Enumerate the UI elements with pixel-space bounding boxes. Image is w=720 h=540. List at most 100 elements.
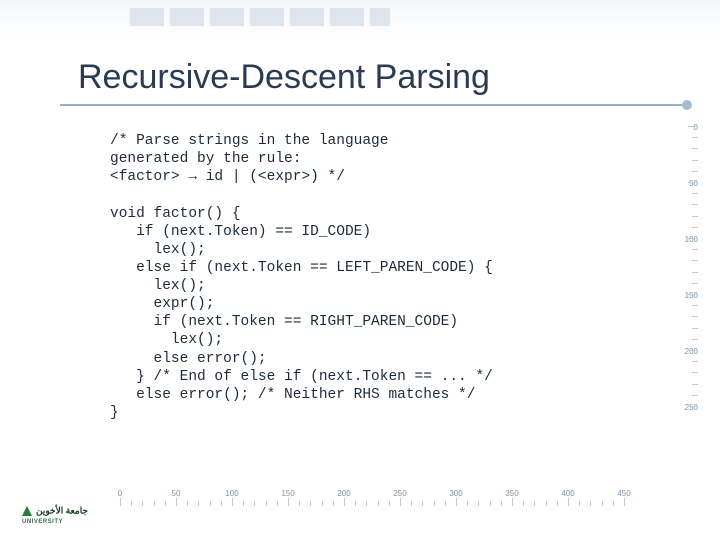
vruler-major-tick — [688, 294, 698, 295]
hruler-minor-tick — [534, 501, 535, 506]
vruler-minor-tick — [692, 193, 698, 194]
hruler-minor-tick — [411, 501, 412, 506]
hruler-minor-tick — [523, 501, 524, 506]
hruler-minor-tick — [490, 501, 491, 506]
hruler-minor-tick — [389, 501, 390, 506]
vruler-label: 200 — [685, 347, 698, 356]
vruler-label: 250 — [685, 403, 698, 412]
vruler-major-tick — [688, 238, 698, 239]
code-comment-3: <factor> → id | (<expr>) */ — [110, 169, 345, 185]
vruler-label: 50 — [689, 179, 698, 188]
hruler-minor-tick — [546, 501, 547, 506]
hruler-minor-tick — [243, 501, 244, 506]
vruler-minor-tick — [692, 160, 698, 161]
logo-arabic: جامعة الأخوين — [36, 505, 88, 515]
vruler-minor-tick — [692, 137, 698, 138]
hruler-major-tick — [400, 498, 401, 506]
code-line-5: lex(); — [110, 278, 206, 294]
hruler-minor-tick — [198, 501, 199, 506]
vruler-minor-tick — [692, 283, 698, 284]
vruler-minor-tick — [692, 395, 698, 396]
hruler-major-tick — [288, 498, 289, 506]
vruler-minor-tick — [692, 372, 698, 373]
title-underline — [60, 104, 684, 106]
hruler-minor-tick — [154, 501, 155, 506]
hruler-label: 50 — [172, 489, 181, 498]
hruler-major-tick — [568, 498, 569, 506]
code-comment-2: generated by the rule: — [110, 151, 301, 167]
top-blocks-decoration — [130, 8, 390, 26]
vruler-minor-tick — [692, 227, 698, 228]
hruler-minor-tick — [165, 501, 166, 506]
hruler-label: 150 — [281, 489, 294, 498]
code-comment-1: /* Parse strings in the language — [110, 133, 388, 149]
hruler-major-tick — [176, 498, 177, 506]
hruler-minor-tick — [131, 501, 132, 506]
hruler-minor-tick — [557, 501, 558, 506]
vruler-minor-tick — [692, 384, 698, 385]
vruler-label: 100 — [685, 235, 698, 244]
vruler-minor-tick — [692, 328, 698, 329]
vruler-label: 0 — [694, 123, 698, 132]
hruler-major-tick — [232, 498, 233, 506]
hruler-minor-tick — [221, 501, 222, 506]
hruler-minor-tick — [590, 501, 591, 506]
code-line-2: if (next.Token) == ID_CODE) — [110, 224, 371, 240]
hruler-minor-tick — [142, 501, 143, 506]
hruler-minor-tick — [310, 501, 311, 506]
hruler-minor-tick — [422, 501, 423, 506]
code-line-6: expr(); — [110, 296, 214, 312]
hruler-label: 200 — [337, 489, 350, 498]
slide-title: Recursive-Descent Parsing — [78, 58, 490, 97]
hruler-minor-tick — [254, 501, 255, 506]
hruler-label: 100 — [225, 489, 238, 498]
hruler-label: 400 — [561, 489, 574, 498]
hruler-major-tick — [456, 498, 457, 506]
code-line-7: if (next.Token == RIGHT_PAREN_CODE) — [110, 314, 458, 330]
hruler-minor-tick — [322, 501, 323, 506]
hruler-major-tick — [344, 498, 345, 506]
vruler-minor-tick — [692, 305, 698, 306]
horizontal-ruler: 050100150200250300350400450 — [120, 492, 660, 512]
vruler-minor-tick — [692, 148, 698, 149]
hruler-minor-tick — [187, 501, 188, 506]
vruler-minor-tick — [692, 204, 698, 205]
vruler-minor-tick — [692, 316, 698, 317]
hruler-minor-tick — [445, 501, 446, 506]
hruler-minor-tick — [299, 501, 300, 506]
code-block: /* Parse strings in the language generat… — [110, 132, 630, 422]
vertical-ruler: 0 50 100 150 200 250 — [674, 126, 698, 446]
code-line-4: else if (next.Token == LEFT_PAREN_CODE) … — [110, 260, 493, 276]
hruler-minor-tick — [501, 501, 502, 506]
vruler-minor-tick — [692, 339, 698, 340]
hruler-minor-tick — [478, 501, 479, 506]
logo-tree-icon — [22, 506, 32, 516]
hruler-minor-tick — [333, 501, 334, 506]
code-line-9: else error(); — [110, 351, 267, 367]
hruler-minor-tick — [366, 501, 367, 506]
hruler-minor-tick — [266, 501, 267, 506]
vruler-minor-tick — [692, 272, 698, 273]
logo-uni-text: UNIVERSITY — [22, 519, 63, 525]
hruler-minor-tick — [277, 501, 278, 506]
hruler-major-tick — [120, 498, 121, 506]
hruler-label: 0 — [118, 489, 122, 498]
vruler-minor-tick — [692, 216, 698, 217]
title-dot — [682, 100, 692, 110]
code-line-12: } — [110, 405, 119, 421]
vruler-minor-tick — [692, 249, 698, 250]
vruler-major-tick — [688, 182, 698, 183]
code-line-3: lex(); — [110, 242, 206, 258]
vruler-minor-tick — [692, 260, 698, 261]
university-logo: جامعة الأخوين UNIVERSITY — [22, 506, 88, 526]
hruler-minor-tick — [378, 501, 379, 506]
vruler-major-tick — [688, 406, 698, 407]
code-line-11: else error(); /* Neither RHS matches */ — [110, 387, 475, 403]
vruler-label: 150 — [685, 291, 698, 300]
hruler-label: 300 — [449, 489, 462, 498]
code-line-8: lex(); — [110, 332, 223, 348]
hruler-minor-tick — [579, 501, 580, 506]
code-line-10: } /* End of else if (next.Token == ... *… — [110, 369, 493, 385]
hruler-minor-tick — [467, 501, 468, 506]
hruler-label: 250 — [393, 489, 406, 498]
